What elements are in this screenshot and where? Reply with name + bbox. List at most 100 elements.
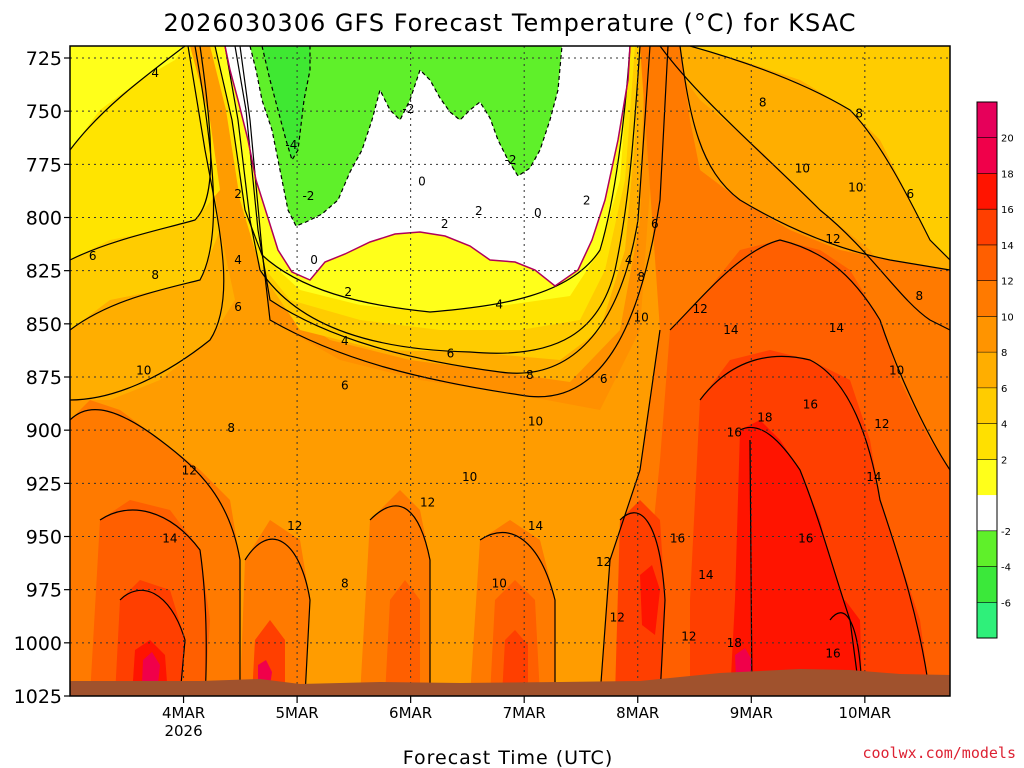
contour-label: 12 [596,555,611,569]
contour-label: 2 [441,217,449,231]
contour-label: 18 [757,410,772,424]
colorbar-frame [976,101,998,639]
contour-line [70,46,186,151]
hot-8mar [615,500,665,696]
contour-label: 4 [151,66,159,80]
y-tick-label: 925 [26,473,62,495]
contour-label: 14 [528,519,543,533]
contour-label: 10 [848,181,863,195]
contour-label: 12 [287,519,302,533]
colorbar-swatch [977,280,997,317]
x-tick-label: 7MAR [503,704,546,722]
y-tick-label: 1025 [14,686,62,708]
credit-link[interactable]: coolwx.com/models [862,744,1016,762]
contour-label: 4 [341,334,349,348]
contour-label: 6 [234,300,242,314]
contour-line [659,46,950,331]
contour-line [214,46,631,313]
temperature-field [70,46,950,696]
contour-label: 10 [136,364,151,378]
contour-label: 14 [698,568,713,582]
colorbar-label: 12 [1001,277,1014,288]
colorbar-swatch [977,316,997,353]
contour-label: 10 [492,576,507,590]
colorbar-swatch [977,602,997,638]
colorbar-swatch [977,530,997,567]
colorbar-label: 10 [1001,312,1014,323]
y-tick-label: 725 [26,48,62,70]
colorbar-label: -2 [1001,527,1011,538]
contour-label: 4 [495,298,503,312]
x-tick-label: 8MAR [616,704,659,722]
y-axis: 725 750 775 800 825 850 875 900 925 950 975 1000 102… [14,48,70,708]
zero-contour [224,46,631,287]
colorbar-swatch [977,244,997,281]
hot-8mar-b [640,565,660,635]
contour-label: 2 [475,204,483,218]
contour-label: 6 [341,379,349,393]
colorbar-label: 6 [1001,384,1007,395]
contour-label: 6 [651,217,659,231]
plot-frame [69,45,951,697]
contour-label: 12 [693,302,708,316]
minus2-contour [249,46,563,227]
contour-label: 14 [866,470,881,484]
hot-mid-2b [385,580,420,696]
y-tick-label: 875 [26,367,62,389]
contour-label: 8 [855,106,863,120]
contour-line [70,46,215,331]
y-tick-label: 800 [26,208,62,230]
contour-line [70,46,225,401]
contour-label: 18 [727,636,742,650]
contour-label: 4 [625,253,633,267]
contour-line [619,512,666,696]
contour-line [70,46,212,261]
colorbar-swatch [977,566,997,603]
contour-label: 12 [874,417,889,431]
colorbar-swatch [977,352,997,388]
contour-line [479,531,556,696]
x-axis-label: Forecast Time (UTC) [403,747,613,768]
contour-label: 10 [634,310,649,324]
contour-label: 0 [310,253,318,267]
contour-label: 2 [583,193,591,207]
minus4-contour [261,46,311,162]
colorbar-label: -4 [1001,563,1011,574]
colorbar-label: -6 [1001,598,1011,609]
contour-label: 12 [182,464,197,478]
y-tick-label: 825 [26,261,62,283]
x-tick-label: 4MAR [162,704,205,722]
contour-label: 6 [89,249,97,263]
contour-label: 12 [681,629,696,643]
contour-line [70,409,241,696]
contour-label: 8 [526,368,534,382]
y-tick-label: 775 [26,154,62,176]
contour-label: 8 [916,289,924,303]
colorbar-label: 16 [1001,205,1014,216]
y-tick-label: 1000 [14,633,62,655]
contour-label: -2 [505,153,517,167]
x-tick-label: 5MAR [276,704,319,722]
contour-label: 14 [829,321,844,335]
hot-left-3 [115,580,185,696]
contour-label: 2 [234,187,242,201]
contour-label: 8 [227,421,235,435]
contour-label: 12 [420,495,435,509]
contour-label: 6 [906,187,914,201]
y-tick-label: 900 [26,420,62,442]
hot-right-4 [730,420,860,696]
contour-label: 8 [341,576,349,590]
x-tick-label: 9MAR [730,704,773,722]
contour-label: 16 [670,532,685,546]
chart-title: 2026030306 GFS Forecast Temperature (°C)… [164,9,857,37]
colorbar-label: 18 [1001,169,1014,180]
contour-label: 8 [759,96,767,110]
colorbar: -6 -4 -2 2 4 6 8 10 12 14 16 18 20 [976,101,1014,639]
colorbar-swatch [977,387,997,424]
gridlines [70,46,950,696]
contour-label: 10 [528,415,543,429]
contour-label: 12 [610,610,625,624]
